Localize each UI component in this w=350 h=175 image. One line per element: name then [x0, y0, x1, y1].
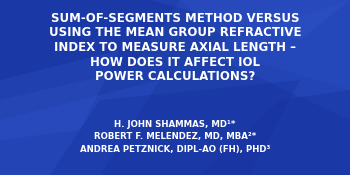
Polygon shape	[50, 80, 300, 175]
Text: USING THE MEAN GROUP REFRACTIVE: USING THE MEAN GROUP REFRACTIVE	[49, 26, 301, 40]
Polygon shape	[0, 0, 180, 100]
Text: HOW DOES IT AFFECT IOL: HOW DOES IT AFFECT IOL	[90, 55, 260, 68]
Text: INDEX TO MEASURE AXIAL LENGTH –: INDEX TO MEASURE AXIAL LENGTH –	[54, 41, 296, 54]
Polygon shape	[200, 0, 350, 120]
Polygon shape	[200, 90, 350, 175]
Text: ANDREA PETZNICK, DIPL-AO (FH), PHD³: ANDREA PETZNICK, DIPL-AO (FH), PHD³	[80, 145, 270, 154]
Text: ROBERT F. MELENDEZ, MD, MBA²*: ROBERT F. MELENDEZ, MD, MBA²*	[94, 132, 256, 142]
Text: SUM-OF-SEGMENTS METHOD VERSUS: SUM-OF-SEGMENTS METHOD VERSUS	[51, 12, 299, 25]
Polygon shape	[180, 0, 350, 90]
Polygon shape	[0, 80, 160, 175]
Text: H. JOHN SHAMMAS, MD¹*: H. JOHN SHAMMAS, MD¹*	[114, 120, 236, 129]
Polygon shape	[0, 50, 120, 140]
Text: POWER CALCULATIONS?: POWER CALCULATIONS?	[95, 70, 255, 83]
Polygon shape	[150, 0, 350, 40]
